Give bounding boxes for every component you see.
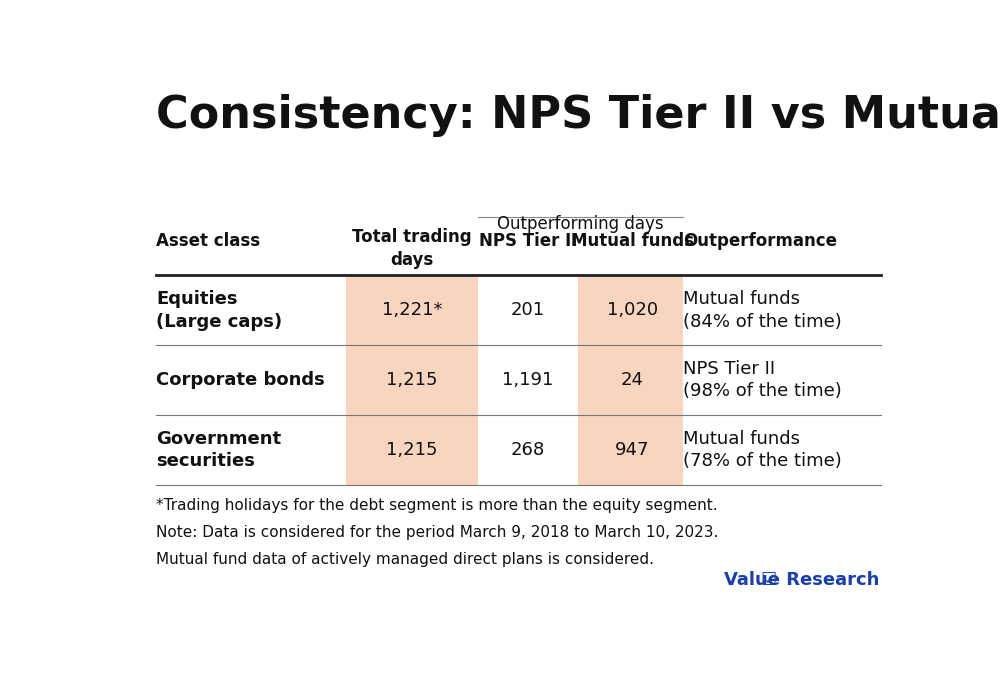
FancyBboxPatch shape — [578, 275, 683, 345]
Text: Corporate bonds: Corporate bonds — [156, 371, 325, 389]
Text: Government
securities: Government securities — [156, 429, 281, 470]
FancyBboxPatch shape — [346, 415, 478, 485]
Text: 1,191: 1,191 — [502, 371, 554, 389]
Text: Equities
(Large caps): Equities (Large caps) — [156, 289, 282, 330]
Text: 947: 947 — [615, 441, 650, 459]
Text: Mutual funds
(78% of the time): Mutual funds (78% of the time) — [683, 429, 842, 470]
FancyBboxPatch shape — [578, 345, 683, 415]
Text: 268: 268 — [511, 441, 545, 459]
FancyBboxPatch shape — [346, 275, 478, 345]
Text: NPS Tier II: NPS Tier II — [479, 232, 577, 250]
Text: Outperformance: Outperformance — [683, 232, 837, 250]
Text: ☑: ☑ — [761, 571, 777, 589]
Text: Mutual funds
(84% of the time): Mutual funds (84% of the time) — [683, 289, 842, 330]
Text: Total trading
days: Total trading days — [352, 228, 472, 269]
Text: 24: 24 — [621, 371, 644, 389]
FancyBboxPatch shape — [578, 415, 683, 485]
Text: 201: 201 — [511, 301, 545, 319]
Text: Consistency: NPS Tier II vs Mutual funds: Consistency: NPS Tier II vs Mutual funds — [156, 94, 1000, 137]
Text: Asset class: Asset class — [156, 232, 260, 250]
Text: Outperforming days: Outperforming days — [497, 215, 664, 234]
Text: NPS Tier II
(98% of the time): NPS Tier II (98% of the time) — [683, 359, 842, 400]
Text: *Trading holidays for the debt segment is more than the equity segment.: *Trading holidays for the debt segment i… — [156, 498, 718, 513]
Text: Mutual funds: Mutual funds — [571, 232, 694, 250]
Text: Mutual fund data of actively managed direct plans is considered.: Mutual fund data of actively managed dir… — [156, 552, 654, 567]
Text: 1,215: 1,215 — [386, 371, 438, 389]
FancyBboxPatch shape — [346, 345, 478, 415]
Text: 1,215: 1,215 — [386, 441, 438, 459]
Text: 1,221*: 1,221* — [382, 301, 442, 319]
Text: 1,020: 1,020 — [607, 301, 658, 319]
Text: Value Research: Value Research — [724, 571, 880, 589]
Text: Note: Data is considered for the period March 9, 2018 to March 10, 2023.: Note: Data is considered for the period … — [156, 525, 718, 540]
